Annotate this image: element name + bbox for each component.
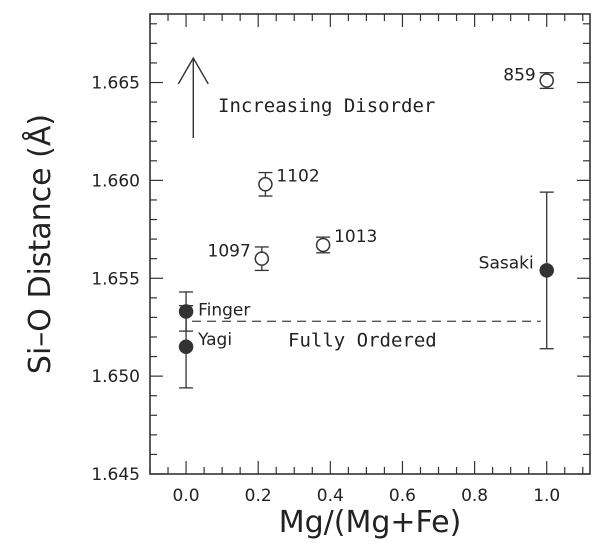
y-tick-label: 1.645 [91,465,140,485]
y-tick-label: 1.650 [91,367,140,387]
reference-line-label: Fully Ordered [288,329,437,351]
tick-labels: 0.0 0.2 0.4 0.6 0.8 1.0 1.645 1.650 1.655 1.660 1.… [91,74,560,506]
point-label: 1013 [334,227,377,247]
axis-ticks [149,14,590,475]
plot-frame [149,13,591,475]
point-label: Finger [198,301,250,321]
x-tick-label: 0.8 [461,486,488,506]
open-point [254,251,270,266]
annotation-text: Increasing Disorder [218,95,435,117]
annotations: Increasing Disorder [177,56,435,138]
point-label: Sasaki [479,253,534,273]
x-axis-label: Mg/(Mg+Fe) [279,505,462,540]
open-point [315,237,331,253]
y-tick-label: 1.655 [91,269,140,289]
data-points: 859 1102 1013 1097 Finger Yagi Sasaki [178,66,554,389]
filled-point [539,263,554,278]
x-tick-label: 0.2 [245,486,272,506]
filled-point [178,339,194,355]
x-tick-label: 1.0 [533,486,560,506]
x-tick-label: 0.6 [389,486,416,506]
point-label: 859 [503,66,535,86]
open-point [539,73,554,88]
x-tick-label: 0.4 [317,486,344,506]
point-label: Yagi [197,330,232,350]
plot-axes [149,13,591,475]
y-tick-label: 1.660 [91,171,140,191]
y-tick-label: 1.665 [91,74,140,94]
point-label: 1097 [208,242,251,262]
y-axis-label: Si–O Distance (Å) [22,114,58,374]
arrow-head-icon [177,56,209,85]
reference-line-group: Fully Ordered [192,320,541,351]
open-point [258,177,273,192]
point-label: 1102 [276,166,319,186]
x-tick-label: 0.0 [173,486,200,506]
